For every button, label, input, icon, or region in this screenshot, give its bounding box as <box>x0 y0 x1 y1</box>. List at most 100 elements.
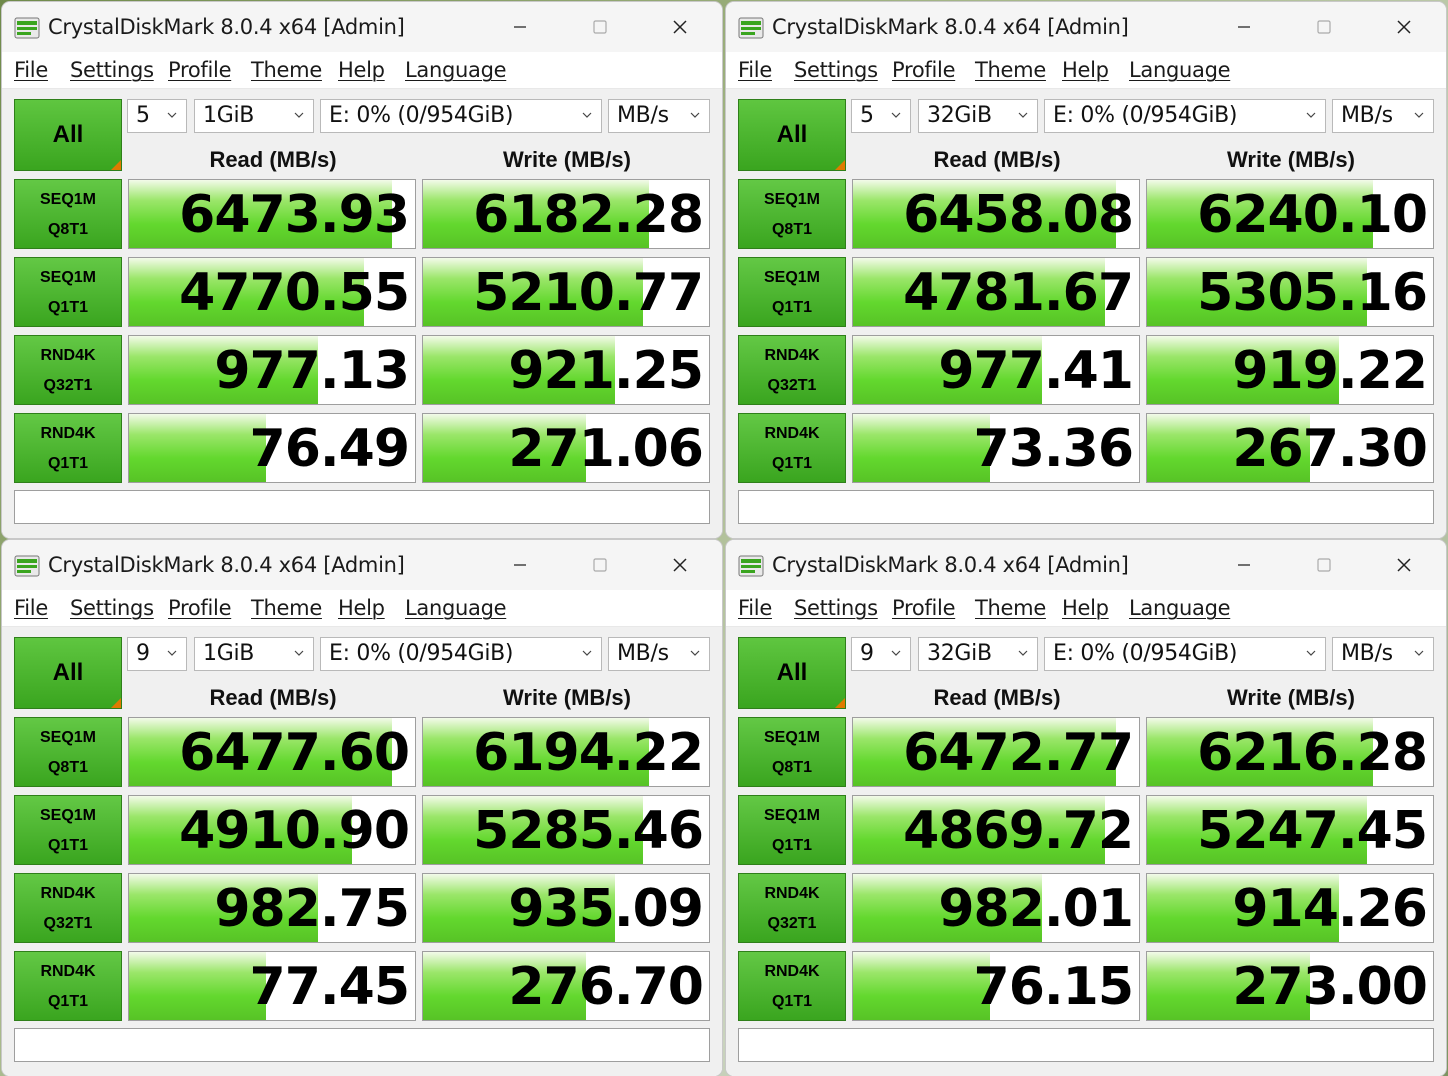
test-count-select[interactable]: 5 <box>851 99 911 133</box>
read-bar <box>853 414 991 482</box>
drive-value: E: 0% (0/954GiB) <box>1053 103 1238 128</box>
test-size-select[interactable]: 1GiB <box>194 99 314 133</box>
menu-settings[interactable]: Settings <box>70 58 154 82</box>
test-button-row-2[interactable]: RND4K Q32T1 <box>14 335 122 405</box>
unit-select[interactable]: MB/s <box>1332 99 1434 133</box>
comment-field[interactable] <box>14 1028 710 1062</box>
close-button[interactable] <box>660 546 700 584</box>
menu-theme[interactable]: Theme <box>251 58 322 82</box>
read-result-row-1: 4781.67 <box>852 257 1140 327</box>
menu-profile[interactable]: Profile <box>168 596 232 620</box>
read-result-row-3: 76.15 <box>852 951 1140 1021</box>
menu-file[interactable]: File <box>14 58 48 82</box>
write-bar <box>423 796 644 864</box>
drive-select[interactable]: E: 0% (0/954GiB) <box>320 637 602 671</box>
menu-profile[interactable]: Profile <box>892 596 956 620</box>
write-result-row-3: 273.00 <box>1146 951 1434 1021</box>
menu-help[interactable]: Help <box>1062 58 1109 82</box>
menu-theme[interactable]: Theme <box>251 596 322 620</box>
test-button-row-2[interactable]: RND4K Q32T1 <box>738 873 846 943</box>
write-value: 914.26 <box>1232 879 1428 939</box>
drive-select[interactable]: E: 0% (0/954GiB) <box>320 99 602 133</box>
unit-select[interactable]: MB/s <box>608 637 710 671</box>
maximize-button[interactable] <box>1304 8 1344 46</box>
all-button[interactable]: All <box>738 637 846 709</box>
close-button[interactable] <box>1384 546 1424 584</box>
title-bar: CrystalDiskMark 8.0.4 x64 [Admin] <box>2 540 722 590</box>
test-button-row-0[interactable]: SEQ1M Q8T1 <box>14 179 122 249</box>
menu-language[interactable]: Language <box>1129 58 1231 82</box>
crystaldiskmark-window-2: CrystalDiskMark 8.0.4 x64 [Admin] File S… <box>726 2 1446 538</box>
unit-select[interactable]: MB/s <box>1332 637 1434 671</box>
menu-profile[interactable]: Profile <box>168 58 232 82</box>
test-button-row-0[interactable]: SEQ1M Q8T1 <box>738 179 846 249</box>
all-button[interactable]: All <box>14 99 122 171</box>
test-button-row-1[interactable]: SEQ1M Q1T1 <box>738 257 846 327</box>
menu-theme[interactable]: Theme <box>975 596 1046 620</box>
test-count-select[interactable]: 5 <box>127 99 187 133</box>
menu-theme[interactable]: Theme <box>975 58 1046 82</box>
unit-select[interactable]: MB/s <box>608 99 710 133</box>
all-label: All <box>776 121 808 148</box>
read-bar <box>853 874 1042 942</box>
test-button-row-1[interactable]: SEQ1M Q1T1 <box>14 257 122 327</box>
comment-field[interactable] <box>738 490 1434 524</box>
close-button[interactable] <box>1384 8 1424 46</box>
drive-select[interactable]: E: 0% (0/954GiB) <box>1044 637 1326 671</box>
test-button-row-3[interactable]: RND4K Q1T1 <box>14 951 122 1021</box>
test-count-select[interactable]: 9 <box>851 637 911 671</box>
comment-field[interactable] <box>738 1028 1434 1062</box>
menu-help[interactable]: Help <box>1062 596 1109 620</box>
test-count-select[interactable]: 9 <box>127 637 187 671</box>
test-button-row-1[interactable]: SEQ1M Q1T1 <box>738 795 846 865</box>
menu-help[interactable]: Help <box>338 58 385 82</box>
menu-settings[interactable]: Settings <box>794 58 878 82</box>
minimize-button[interactable] <box>500 546 540 584</box>
minimize-button[interactable] <box>500 8 540 46</box>
menu-language[interactable]: Language <box>405 58 507 82</box>
test-button-row-1[interactable]: SEQ1M Q1T1 <box>14 795 122 865</box>
test-size-select[interactable]: 32GiB <box>918 99 1038 133</box>
menu-settings[interactable]: Settings <box>70 596 154 620</box>
menu-language[interactable]: Language <box>405 596 507 620</box>
menu-help[interactable]: Help <box>338 596 385 620</box>
crystaldiskmark-icon <box>738 554 764 578</box>
minimize-button[interactable] <box>1224 8 1264 46</box>
test-button-row-2[interactable]: RND4K Q32T1 <box>14 873 122 943</box>
test-size-select[interactable]: 32GiB <box>918 637 1038 671</box>
maximize-button[interactable] <box>1304 546 1344 584</box>
crystaldiskmark-icon <box>14 554 40 578</box>
read-header: Read (MB/s) <box>209 685 337 710</box>
test-name: RND4K <box>764 425 820 442</box>
maximize-button[interactable] <box>580 546 620 584</box>
test-button-row-3[interactable]: RND4K Q1T1 <box>738 951 846 1021</box>
read-value: 977.41 <box>938 341 1134 401</box>
test-button-row-3[interactable]: RND4K Q1T1 <box>738 413 846 483</box>
drive-select[interactable]: E: 0% (0/954GiB) <box>1044 99 1326 133</box>
test-button-row-3[interactable]: RND4K Q1T1 <box>14 413 122 483</box>
unit-value: MB/s <box>1341 641 1393 666</box>
test-button-row-0[interactable]: SEQ1M Q8T1 <box>14 717 122 787</box>
comment-field[interactable] <box>14 490 710 524</box>
menu-settings[interactable]: Settings <box>794 596 878 620</box>
test-size-select[interactable]: 1GiB <box>194 637 314 671</box>
close-button[interactable] <box>660 8 700 46</box>
menu-bar: File Settings Profile Theme Help Languag… <box>726 590 1446 627</box>
menu-file[interactable]: File <box>14 596 48 620</box>
menu-file[interactable]: File <box>738 596 772 620</box>
maximize-button[interactable] <box>580 8 620 46</box>
test-params: Q8T1 <box>771 759 812 776</box>
test-button-row-0[interactable]: SEQ1M Q8T1 <box>738 717 846 787</box>
all-button[interactable]: All <box>14 637 122 709</box>
test-button-row-2[interactable]: RND4K Q32T1 <box>738 335 846 405</box>
menu-language[interactable]: Language <box>1129 596 1231 620</box>
read-value: 4869.72 <box>903 801 1134 861</box>
read-result-row-3: 73.36 <box>852 413 1140 483</box>
write-result-row-0: 6216.28 <box>1146 717 1434 787</box>
menu-file[interactable]: File <box>738 58 772 82</box>
read-bar <box>129 874 318 942</box>
menu-profile[interactable]: Profile <box>892 58 956 82</box>
crystaldiskmark-window-1: CrystalDiskMark 8.0.4 x64 [Admin] File S… <box>2 2 722 538</box>
all-button[interactable]: All <box>738 99 846 171</box>
minimize-button[interactable] <box>1224 546 1264 584</box>
